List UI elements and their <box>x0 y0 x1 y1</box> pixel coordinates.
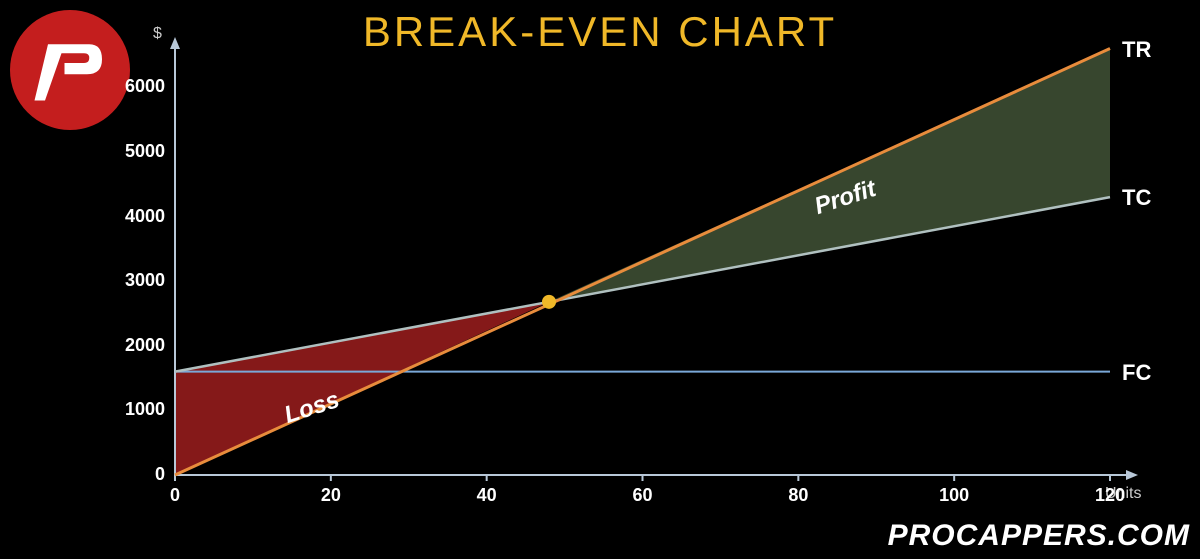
line-label-tr: TR <box>1122 37 1151 63</box>
y-tick: 5000 <box>105 141 165 162</box>
x-tick: 60 <box>623 485 663 506</box>
watermark: PROCAPPERS.COM <box>888 519 1190 553</box>
y-tick: 4000 <box>105 206 165 227</box>
y-tick: 1000 <box>105 399 165 420</box>
y-tick: 0 <box>105 464 165 485</box>
y-tick: 6000 <box>105 76 165 97</box>
line-label-fc: FC <box>1122 360 1151 386</box>
x-tick: 120 <box>1090 485 1130 506</box>
line-label-tc: TC <box>1122 185 1151 211</box>
x-tick: 100 <box>934 485 974 506</box>
x-tick: 0 <box>155 485 195 506</box>
break-even-chart <box>0 0 1200 559</box>
x-tick: 20 <box>311 485 351 506</box>
x-tick: 80 <box>778 485 818 506</box>
x-tick: 40 <box>467 485 507 506</box>
y-tick: 2000 <box>105 335 165 356</box>
y-axis-label: $ <box>153 25 162 43</box>
y-tick: 3000 <box>105 270 165 291</box>
